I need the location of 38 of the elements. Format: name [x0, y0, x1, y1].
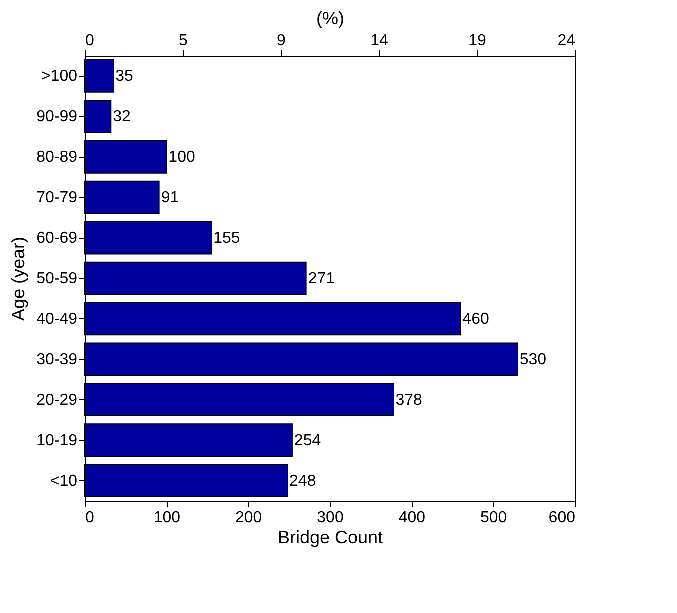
y-tick-label: 10-19 — [36, 432, 78, 450]
data-label: 271 — [308, 270, 336, 288]
x-tick-label: 200 — [235, 510, 262, 526]
y-axis-title: Age (year) — [8, 236, 29, 322]
y-tick-label: 90-99 — [36, 108, 78, 126]
y-tick-label: 40-49 — [36, 310, 78, 328]
data-label: 32 — [113, 108, 132, 126]
data-label: 35 — [116, 68, 134, 86]
data-label: 530 — [520, 351, 547, 368]
data-label: 100 — [168, 149, 196, 166]
data-label: 460 — [462, 310, 490, 328]
x2-tick-label: 19 — [468, 32, 486, 50]
y-tick-label: >100 — [41, 68, 78, 86]
data-label: 155 — [214, 230, 240, 248]
x2-tick-label: 9 — [277, 32, 286, 50]
x-tick-label: 500 — [480, 510, 508, 526]
data-label: 248 — [290, 472, 316, 490]
x2-tick-label: 5 — [179, 32, 188, 50]
x-axis-title: Bridge Count — [278, 528, 384, 548]
y-tick-label: 20-29 — [36, 392, 78, 409]
y-tick-label: 30-39 — [36, 351, 78, 368]
x-tick-label: 600 — [548, 510, 576, 526]
y-tick-label: 60-69 — [36, 230, 78, 248]
data-label: 254 — [294, 432, 322, 450]
x2-axis-title: (%) — [316, 8, 344, 28]
x-tick-label: 0 — [86, 510, 94, 526]
x2-tick-label: 14 — [370, 32, 388, 50]
y-tick-label: 70-79 — [36, 190, 78, 207]
y-tick-label: 50-59 — [36, 270, 78, 288]
x2-tick-label: 24 — [558, 32, 576, 50]
x-tick-label: 100 — [154, 510, 181, 526]
x-tick-label: 300 — [317, 510, 344, 526]
data-label: 91 — [161, 190, 180, 207]
y-tick-label: 80-89 — [36, 149, 78, 166]
data-label: 378 — [396, 392, 422, 409]
y-tick-label: <10 — [50, 472, 78, 490]
x-tick-label: 400 — [398, 510, 426, 526]
x2-tick-label: 0 — [86, 32, 94, 50]
